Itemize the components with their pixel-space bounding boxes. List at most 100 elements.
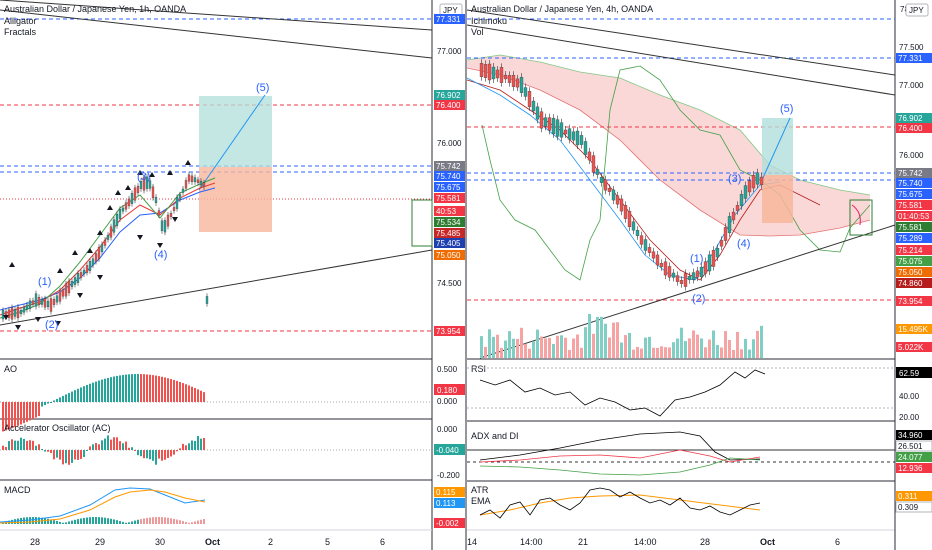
candle-body (25, 304, 29, 310)
left-stop-zone[interactable] (199, 167, 272, 232)
candle-body (699, 266, 704, 278)
candle-body (121, 207, 125, 212)
candle-body (743, 185, 748, 199)
candle-body (166, 214, 170, 227)
ao-bar (17, 402, 19, 426)
volume-bar (644, 337, 647, 358)
rsi-tick-40: 40.00 (899, 392, 920, 401)
fractal-down-marker (55, 321, 61, 326)
macd-bar (29, 517, 31, 524)
candle-body (575, 130, 580, 146)
ac-bar (11, 439, 13, 450)
right-price-axis[interactable]: 78 JPY 77.500 77.000 76.000 77.331 76.902… (895, 0, 932, 550)
ac-label[interactable]: Accelerator Oscillator (AC) (4, 423, 111, 433)
volume-bar (572, 338, 575, 358)
ac-bar (125, 441, 127, 450)
left-upper-trendline-1[interactable] (0, 9, 433, 59)
ao-bar (71, 391, 73, 402)
right-upper-trendline-2[interactable] (466, 24, 896, 96)
left-price-axis[interactable]: JPY 77.000 76.000 74.500 77.331 76.90276.… (433, 0, 466, 550)
ao-bar (164, 377, 166, 402)
ao-label[interactable]: AO (4, 364, 17, 374)
right-stop-zone[interactable] (762, 175, 793, 223)
price-badge (895, 440, 932, 452)
right-lower-trendline[interactable] (479, 224, 896, 359)
candle-body (55, 295, 59, 303)
candle-body (142, 177, 146, 191)
candle-body (22, 306, 26, 313)
atr-ema-label[interactable]: EMA (471, 496, 491, 506)
candle-body (735, 205, 740, 211)
ac-bar (86, 450, 88, 451)
volume-bar (736, 331, 739, 358)
adx-badges: 34.960 26.501 24.077 12.936 (895, 430, 932, 473)
ao-bar (95, 381, 97, 402)
left-indicator-alligator[interactable]: Alligator (4, 16, 37, 26)
ao-bar (197, 389, 199, 402)
macd-bar (86, 517, 88, 524)
right-currency-badge[interactable] (905, 3, 929, 17)
left-lower-trendline[interactable] (0, 249, 433, 326)
volume-bar (604, 323, 607, 358)
macd-bar (92, 517, 94, 524)
candle-body (739, 194, 744, 206)
adx-label[interactable]: ADX and DI (471, 431, 519, 441)
price-badge-text: 76.902 (436, 91, 461, 100)
rsi-label[interactable]: RSI (471, 364, 486, 374)
volume-bar (760, 325, 763, 358)
candle-body (58, 290, 62, 302)
fractal-up-marker (107, 205, 113, 210)
ac-bar (191, 440, 193, 450)
candle-body (523, 87, 528, 97)
left-symbol-title[interactable]: Australian Dollar / Japanese Yen, 1h, OA… (4, 4, 186, 14)
ac-bar (2, 445, 4, 450)
left-candles[interactable] (1, 171, 209, 323)
price-badge-text: 75.075 (898, 257, 923, 266)
volume-bar (612, 322, 615, 358)
ao-tick-0500: 0.500 (437, 365, 458, 374)
volume-bar (744, 338, 747, 358)
ac-bar (158, 450, 160, 459)
price-badge (896, 463, 932, 473)
volume-bar (496, 334, 499, 358)
left-wave-1: (1) (38, 276, 51, 288)
volume-bar (600, 316, 603, 358)
right-pane[interactable]: (1) (2) (3) (4) (5) Australian Dollar / … (465, 0, 896, 550)
left-target-zone[interactable] (199, 96, 272, 167)
candle-body (94, 253, 98, 262)
volume-bar (692, 330, 695, 358)
macd-label[interactable]: MACD (4, 485, 31, 495)
candle-body (567, 128, 572, 140)
candle-body (659, 263, 664, 267)
price-badge-text: 0.309 (898, 503, 919, 512)
volume-bar (484, 346, 487, 358)
atr-label[interactable]: ATR (471, 485, 489, 495)
left-pane[interactable]: (1) (2) (3) (4) (5) Australian Dollar / … (0, 0, 433, 550)
left-upper-trendline-2[interactable] (0, 0, 433, 31)
macd-bar (128, 522, 130, 524)
right-tick-76000: 76.000 (899, 151, 924, 160)
right-candles[interactable] (479, 59, 764, 291)
ac-bar (92, 444, 94, 450)
right-indicator-vol[interactable]: Vol (471, 27, 484, 37)
right-wave-2: (2) (692, 293, 705, 305)
left-time-oct: Oct (205, 537, 220, 547)
ao-bar (98, 380, 100, 402)
price-badge-text: 73.954 (898, 297, 923, 306)
fractal-up-marker (115, 190, 121, 195)
macd-bar (155, 517, 157, 524)
volume-bar (544, 338, 547, 358)
ao-bar (59, 397, 61, 402)
left-indicator-fractals[interactable]: Fractals (4, 27, 37, 37)
price-badge-text: -0.002 (436, 519, 459, 528)
ac-bar (182, 443, 184, 450)
right-symbol-title[interactable]: Australian Dollar / Japanese Yen, 4h, OA… (471, 4, 653, 14)
price-badge-text: 75.289 (898, 234, 923, 243)
fractal-down-marker (97, 275, 103, 280)
ao-bar (65, 394, 67, 402)
ao-bar (68, 392, 70, 402)
right-indicator-ichimoku[interactable]: Ichimoku (471, 16, 507, 26)
right-upper-trendline-1[interactable] (466, 9, 896, 76)
volume-bar (596, 316, 599, 358)
